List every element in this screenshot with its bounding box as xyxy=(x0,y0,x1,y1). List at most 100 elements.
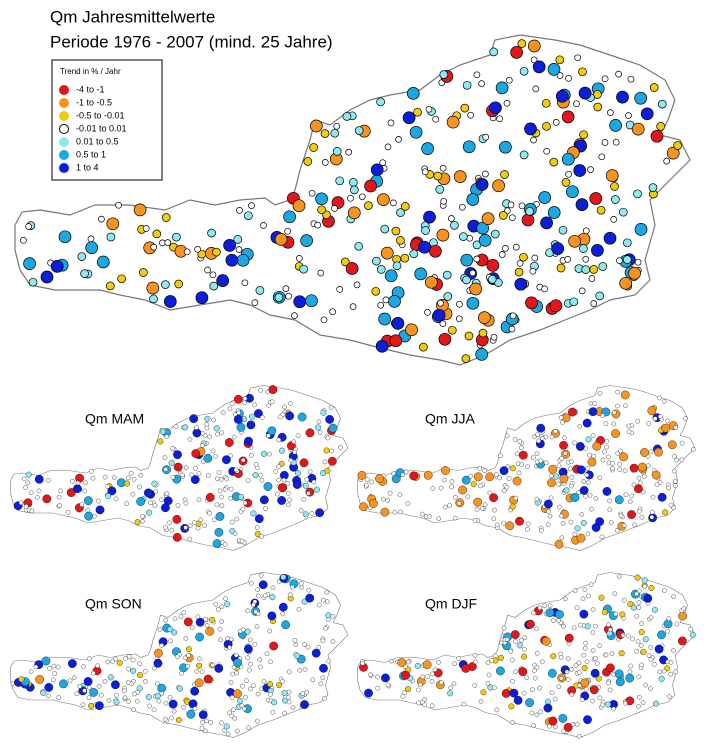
gauge-station xyxy=(174,279,184,289)
gauge-station xyxy=(584,472,590,478)
gauge-station xyxy=(663,157,671,165)
gauge-station xyxy=(498,453,503,458)
gauge-station xyxy=(423,210,436,224)
gauge-station xyxy=(85,241,99,255)
gauge-station xyxy=(187,523,193,528)
gauge-station xyxy=(611,195,620,204)
gauge-station xyxy=(204,718,209,724)
gauge-station xyxy=(597,695,603,701)
gauge-station xyxy=(547,668,557,678)
gauge-station xyxy=(414,267,428,281)
gauge-station xyxy=(409,249,419,259)
gauge-station xyxy=(187,437,193,442)
gauge-station xyxy=(547,513,553,519)
gauge-station xyxy=(541,285,548,293)
gauge-station xyxy=(507,201,515,209)
gauge-station xyxy=(424,275,438,289)
gauge-station xyxy=(328,423,338,433)
gauge-station xyxy=(405,501,411,506)
gauge-station xyxy=(215,431,220,437)
gauge-station xyxy=(602,487,612,496)
gauge-station xyxy=(172,532,182,542)
gauge-station xyxy=(152,503,158,508)
gauge-station xyxy=(589,506,594,512)
gauge-station xyxy=(255,691,261,697)
gauge-station xyxy=(51,663,57,669)
gauge-station xyxy=(143,488,153,498)
gauge-station xyxy=(67,659,77,668)
gauge-station xyxy=(173,450,182,460)
gauge-station xyxy=(602,449,607,455)
gauge-station xyxy=(136,685,143,692)
gauge-station xyxy=(153,658,163,668)
gauge-station xyxy=(489,47,499,57)
gauge-station xyxy=(406,87,420,100)
gauge-station xyxy=(115,201,122,209)
gauge-station xyxy=(228,680,234,685)
gauge-station xyxy=(163,295,177,308)
gauge-station xyxy=(309,511,315,516)
gauge-station xyxy=(324,467,331,474)
gauge-station xyxy=(422,697,428,702)
gauge-station xyxy=(616,90,629,104)
gauge-station xyxy=(491,516,497,522)
gauge-station xyxy=(466,193,480,206)
gauge-station xyxy=(330,639,336,644)
gauge-station xyxy=(50,260,64,273)
gauge-station xyxy=(276,477,282,483)
gauge-station xyxy=(249,580,254,586)
gauge-station xyxy=(480,689,487,696)
gauge-station xyxy=(83,496,93,506)
gauge-station xyxy=(683,416,688,421)
gauge-station xyxy=(254,409,263,418)
gauge-station xyxy=(534,496,540,502)
gauge-station xyxy=(193,466,198,471)
gauge-station xyxy=(582,255,590,263)
gauge-station xyxy=(546,508,551,514)
gauge-station xyxy=(622,255,632,264)
gauge-station xyxy=(258,572,264,578)
gauge-station xyxy=(133,203,147,217)
gauge-station xyxy=(603,231,617,245)
gauge-station xyxy=(556,463,562,468)
gauge-station xyxy=(556,481,561,487)
gauge-station xyxy=(547,478,556,488)
map-panel xyxy=(10,572,349,738)
gauge-station xyxy=(195,632,204,642)
gauge-station xyxy=(125,680,131,685)
gauge-station xyxy=(540,659,545,665)
gauge-station xyxy=(555,89,569,103)
gauge-station xyxy=(587,492,593,498)
gauge-station xyxy=(558,676,564,681)
gauge-station xyxy=(242,396,248,401)
gauge-station xyxy=(503,99,511,107)
gauge-station xyxy=(582,646,588,651)
gauge-station xyxy=(593,102,603,112)
gauge-station xyxy=(654,482,660,487)
gauge-station xyxy=(599,534,605,540)
gauge-station xyxy=(621,597,627,603)
gauge-station xyxy=(549,690,555,695)
gauge-station xyxy=(458,485,467,495)
gauge-station xyxy=(677,636,687,646)
gauge-station xyxy=(28,277,38,287)
gauge-station xyxy=(261,679,267,684)
gauge-station xyxy=(306,587,312,593)
gauge-station xyxy=(151,707,157,713)
gauge-station xyxy=(315,424,322,431)
gauge-station xyxy=(217,626,223,632)
gauge-station xyxy=(25,223,32,230)
gauge-station xyxy=(513,669,518,675)
gauge-station xyxy=(195,614,201,619)
gauge-station xyxy=(649,83,659,92)
gauge-station xyxy=(269,641,279,651)
gauge-station xyxy=(437,299,444,307)
gauge-station xyxy=(163,467,169,472)
gauge-station xyxy=(137,672,144,679)
gauge-station xyxy=(131,707,136,713)
gauge-station xyxy=(268,659,273,665)
gauge-station xyxy=(623,492,629,498)
legend: Trend in % / Jahr -4 to -1 -1 to -0.5 -0.5… xyxy=(51,59,163,181)
gauge-station xyxy=(439,320,447,327)
gauge-station xyxy=(219,430,224,436)
